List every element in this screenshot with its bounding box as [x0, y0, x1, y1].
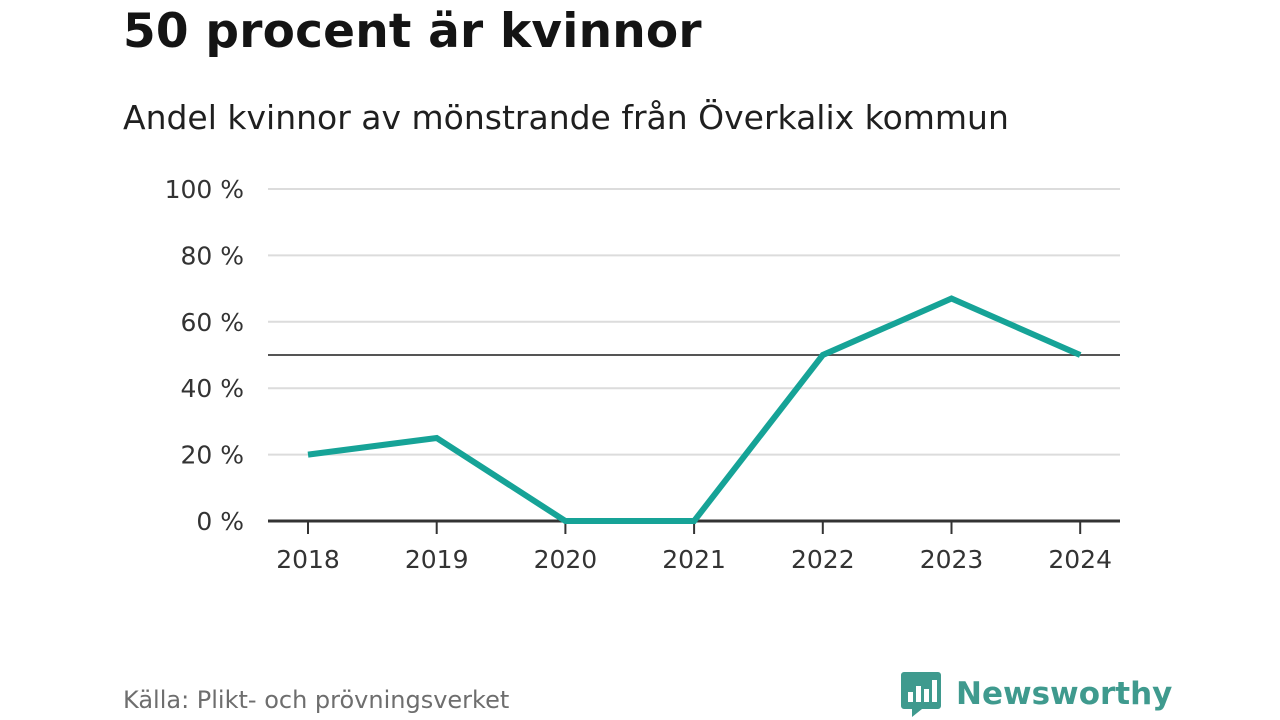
y-tick-label: 0 %: [196, 507, 244, 536]
bar-chart-speech-bubble-icon: [901, 672, 941, 717]
x-tick-label: 2018: [276, 545, 340, 574]
series-line: [307, 295, 1082, 524]
line-chart: 0 % 20 % 40 % 60 % 80 % 100 % 2018 2019 2020 2021…: [165, 175, 1120, 574]
x-tick-label: 2023: [920, 545, 984, 574]
x-tick-label: 2019: [405, 545, 469, 574]
source-note: Källa: Plikt- och prövningsverket: [123, 686, 510, 714]
x-tick-label: 2022: [791, 545, 855, 574]
brand-name: Newsworthy: [956, 676, 1173, 712]
y-tick-label: 40 %: [180, 374, 244, 403]
chart-subtitle: Andel kvinnor av mönstrande från Överkal…: [123, 98, 1009, 137]
y-tick-label: 60 %: [180, 308, 244, 337]
chart-title: 50 procent är kvinnor: [123, 4, 702, 59]
y-tick-label: 80 %: [180, 241, 244, 270]
brand-logo: Newsworthy: [900, 668, 1172, 720]
x-tick-label: 2024: [1048, 545, 1112, 574]
y-tick-label: 100 %: [165, 175, 244, 204]
y-tick-label: 20 %: [180, 441, 244, 470]
x-tick-label: 2020: [534, 545, 598, 574]
x-tick-label: 2021: [662, 545, 726, 574]
